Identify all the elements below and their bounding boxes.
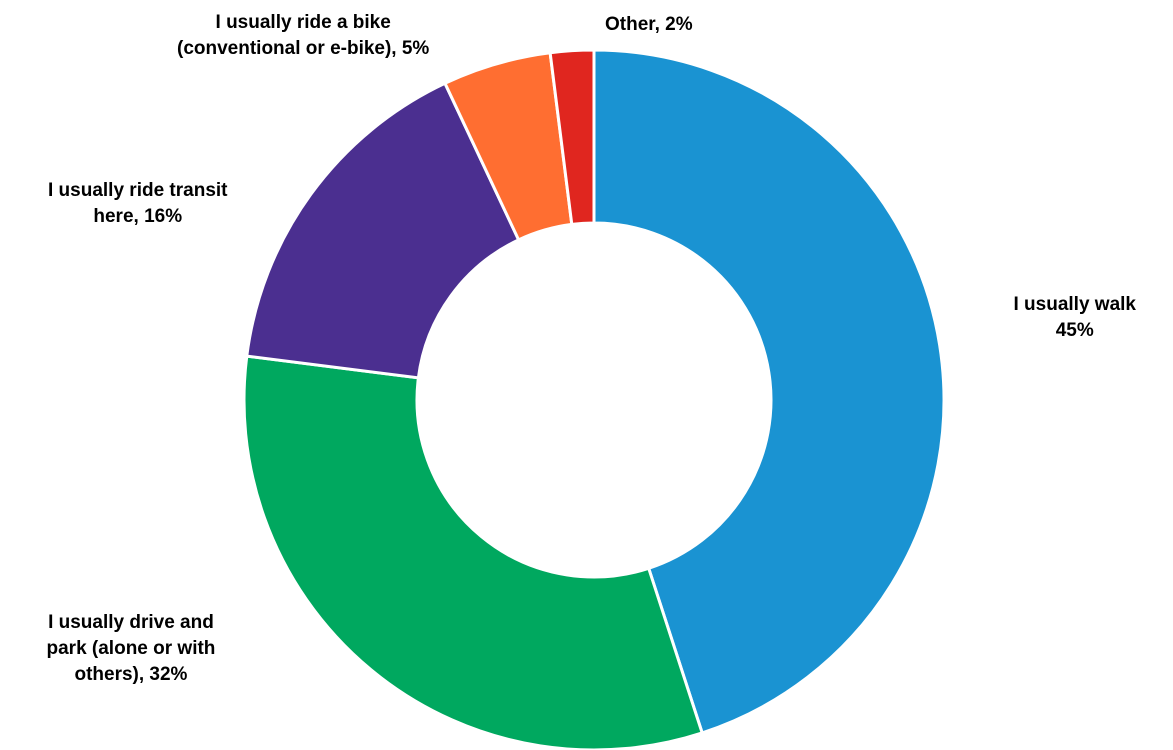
- slice-label-line: park (alone or with: [46, 638, 216, 660]
- slice-label-line: 45%: [1055, 320, 1094, 342]
- slice-2: [242, 354, 705, 750]
- slice-label-line: I usually ride transit: [48, 180, 228, 201]
- slice-label-3: I usually ride transit here, 16%: [48, 178, 228, 230]
- slice-label-2: I usually drive and park (alone or with ot…: [47, 610, 216, 688]
- slice-label-line: here, 16%: [93, 206, 183, 228]
- slice-label-line: I usually walk: [1013, 294, 1137, 315]
- slice-5: [548, 48, 596, 227]
- slice-1: [592, 48, 946, 735]
- slice-label-line: others), 32%: [74, 664, 188, 686]
- slice-label-line: (conventional or e-bike), 5%: [177, 38, 430, 60]
- slice-3: [245, 81, 521, 380]
- slice-label-line: I usually ride a bike: [215, 12, 391, 33]
- slice-label-line: I usually drive and: [48, 612, 214, 633]
- slice-label-4: I usually ride a bike (conventional or e-…: [177, 10, 429, 62]
- slice-label-5: Other, 2%: [605, 12, 693, 38]
- slice-label-line: Other, 2%: [605, 14, 693, 35]
- donut-slices: [242, 48, 946, 750]
- slice-label-1: I usually walk 45%: [1014, 292, 1137, 344]
